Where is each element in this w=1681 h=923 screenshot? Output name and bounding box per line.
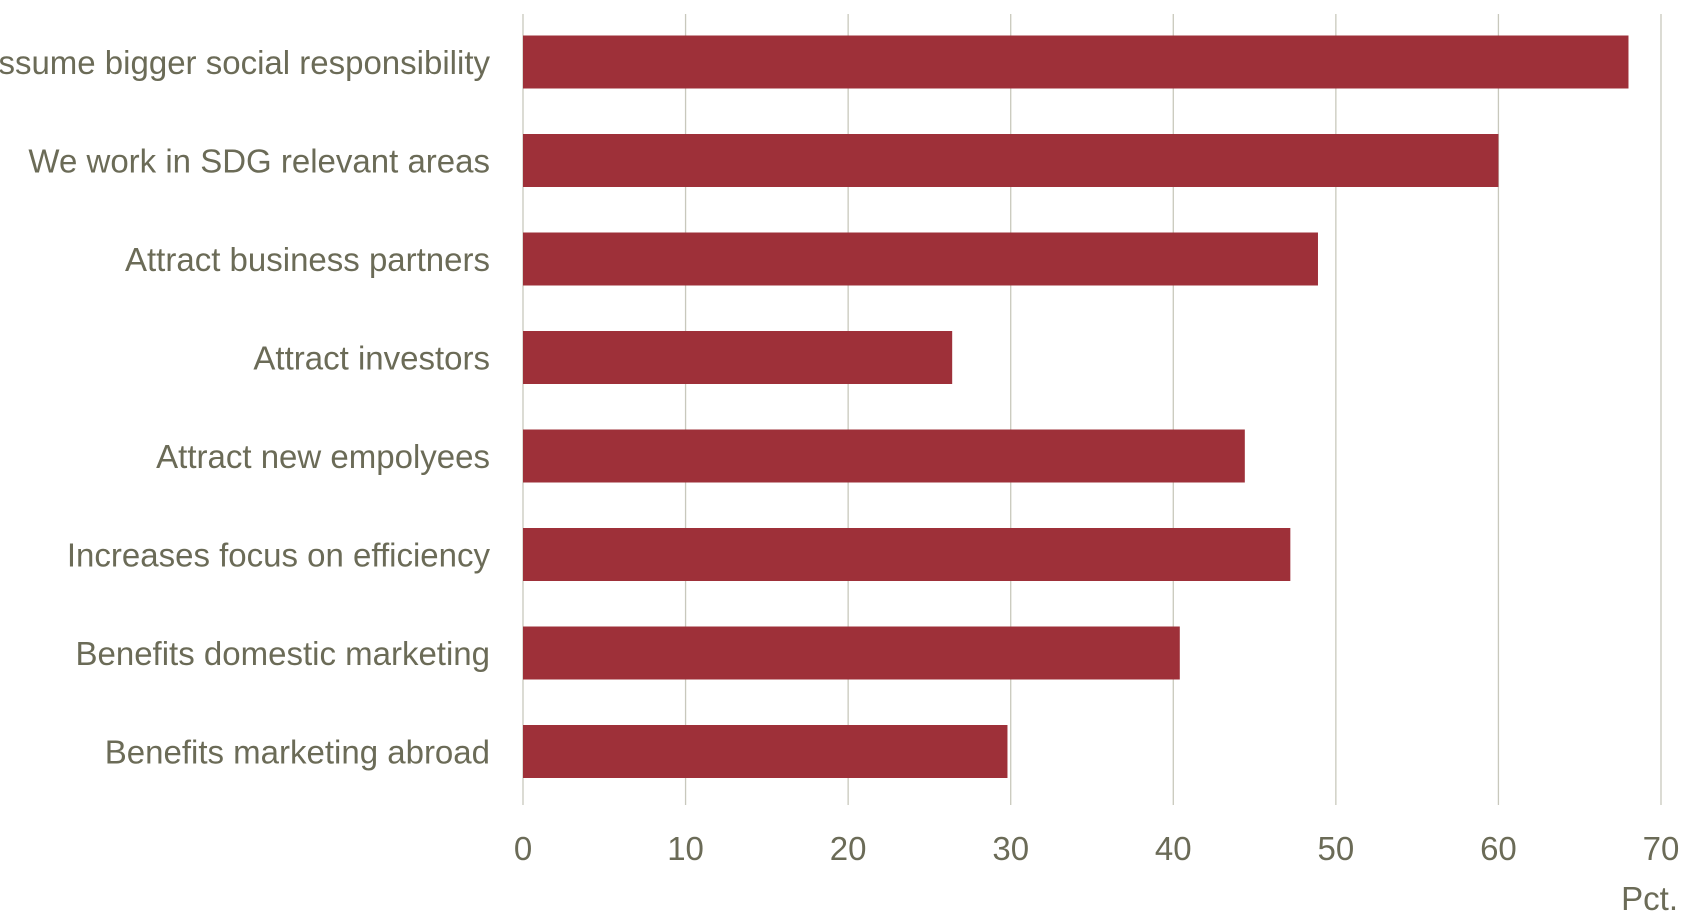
category-label: Attract business partners <box>125 241 490 278</box>
bar <box>523 725 1008 778</box>
bar <box>523 626 1180 680</box>
x-tick-label: 30 <box>992 830 1029 867</box>
bar <box>523 35 1629 89</box>
x-axis-tick-labels: 0 10 20 30 40 50 60 70 <box>514 830 1680 867</box>
x-tick-label: 60 <box>1480 830 1517 867</box>
category-label: Attract new empolyees <box>156 438 490 475</box>
category-label: Assume bigger social responsibility <box>0 44 491 81</box>
bar <box>523 429 1245 483</box>
x-tick-label: 0 <box>514 830 532 867</box>
grid-lines <box>522 14 1662 805</box>
x-tick-label: 50 <box>1317 830 1354 867</box>
bars <box>523 35 1629 778</box>
x-tick-label: 70 <box>1643 830 1680 867</box>
category-label: Increases focus on efficiency <box>67 537 491 574</box>
bar <box>523 331 953 384</box>
x-tick-label: 40 <box>1155 830 1192 867</box>
category-label: We work in SDG relevant areas <box>28 143 490 180</box>
x-tick-label: 20 <box>830 830 867 867</box>
x-tick-label: 10 <box>667 830 704 867</box>
category-label: Benefits marketing abroad <box>105 734 490 771</box>
category-label: Benefits domestic marketing <box>75 635 490 672</box>
bar <box>523 528 1291 581</box>
category-labels: Assume bigger social responsibility We wo… <box>0 44 491 771</box>
x-axis-unit-label: Pct. <box>1621 880 1678 917</box>
bar <box>523 134 1499 187</box>
category-label: Attract investors <box>253 340 490 377</box>
bar <box>523 232 1318 286</box>
